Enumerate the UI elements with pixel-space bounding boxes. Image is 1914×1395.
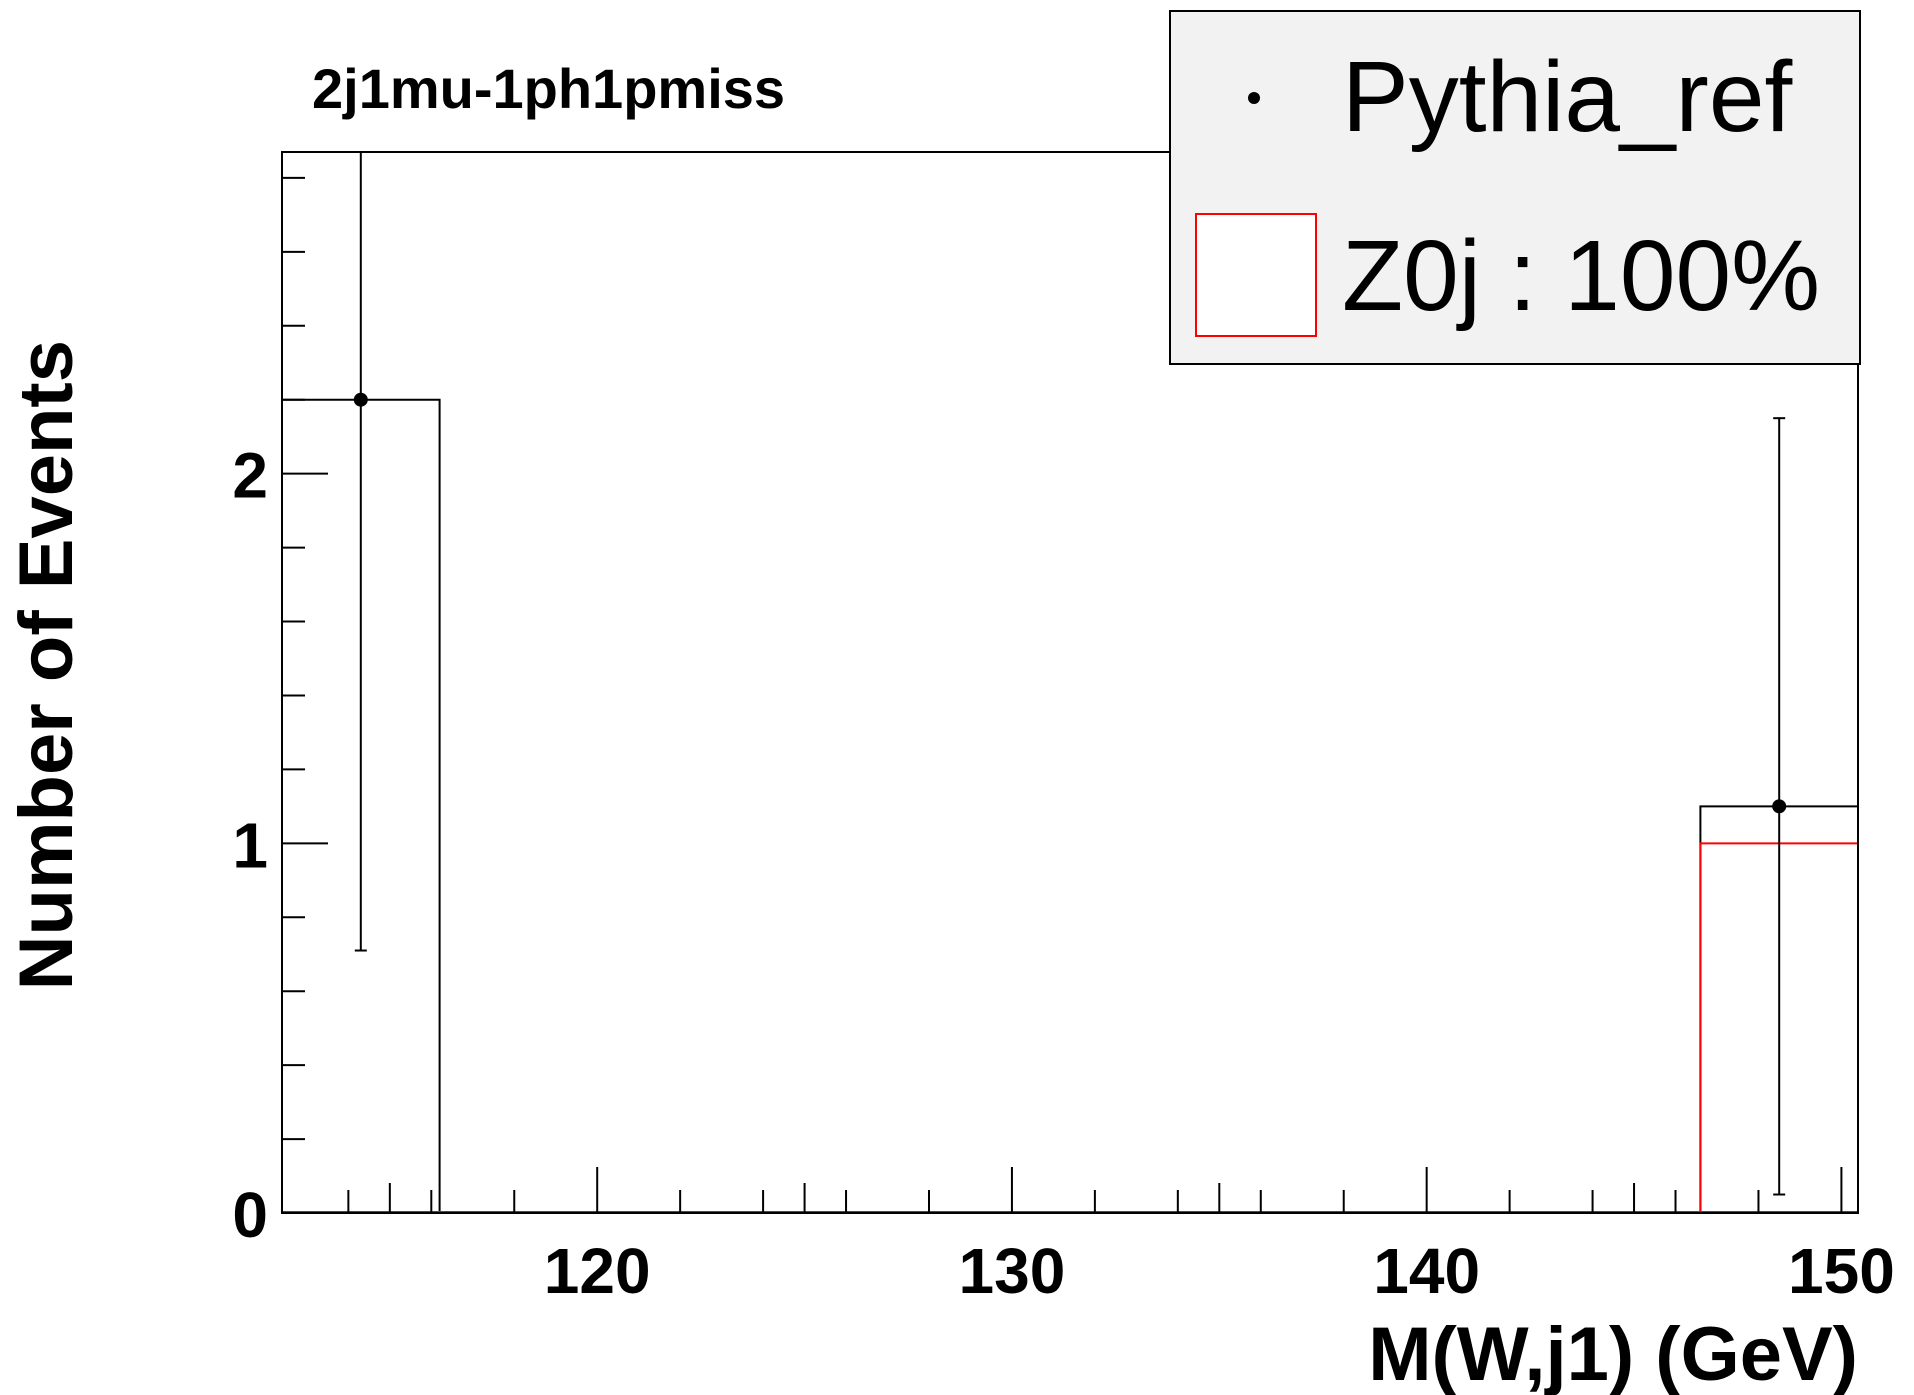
x-tick-label: 120 (544, 1235, 651, 1307)
y-axis-label: Number of Events (4, 340, 89, 990)
y-tick-label: 0 (232, 1179, 268, 1251)
plot-frame (281, 151, 1859, 1214)
x-tick-label: 140 (1373, 1235, 1480, 1307)
x-tick-label: 130 (959, 1235, 1066, 1307)
axis-ticks: 0 1 2 120 130 140 150 (232, 176, 1895, 1307)
data-points (353, 152, 1787, 1196)
data-point (353, 392, 368, 407)
legend-marker-z0j (1195, 213, 1317, 337)
data-point (1772, 799, 1787, 814)
x-tick-label: 150 (1788, 1235, 1895, 1307)
legend-label-z0j: Z0j : 100% (1342, 220, 1820, 332)
chart-title: 2j1mu-1ph1pmiss (312, 57, 785, 120)
y-tick-label: 1 (232, 809, 268, 881)
histogram-bins (281, 398, 1859, 1213)
legend-label-pythia-ref: Pythia_ref (1342, 41, 1792, 153)
y-tick-label: 2 (232, 440, 268, 512)
legend: Pythia_ref Z0j : 100% (1169, 10, 1861, 365)
x-axis-label: M(W,j1) (GeV) (1368, 1312, 1858, 1395)
legend-marker-pythia-ref (1248, 92, 1260, 104)
